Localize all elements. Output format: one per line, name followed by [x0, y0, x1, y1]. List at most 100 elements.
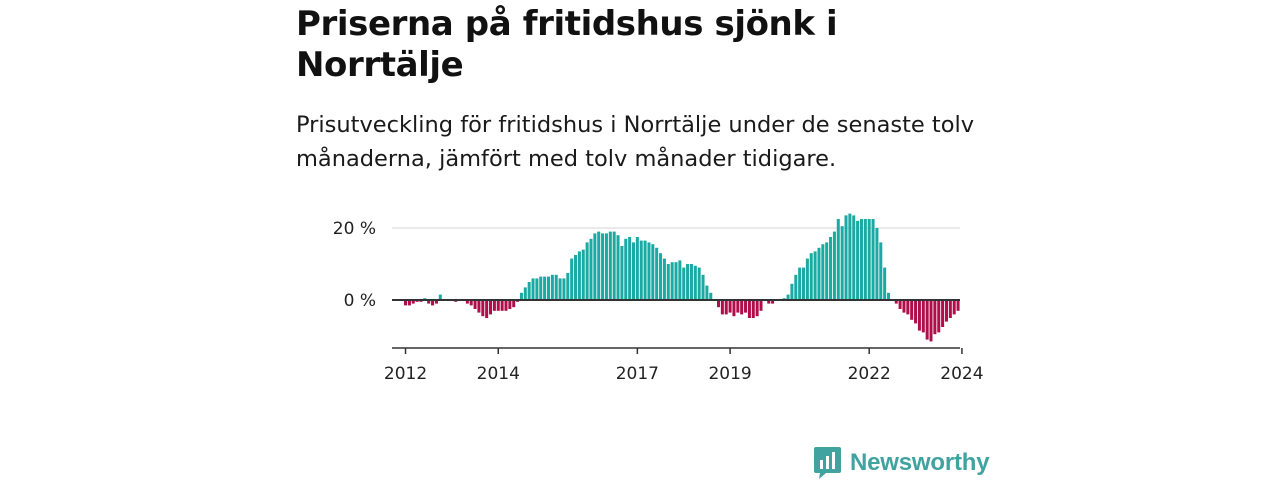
bar [492, 300, 496, 311]
bar [431, 300, 435, 306]
bar [585, 242, 589, 300]
chart-title: Priserna på fritidshus sjönk i Norrtälje [296, 4, 838, 85]
bar [674, 262, 678, 300]
bar [790, 283, 794, 300]
bars-layer [404, 213, 960, 342]
bar [508, 300, 512, 309]
bar [944, 300, 948, 322]
bar [577, 251, 581, 300]
bar [929, 300, 933, 342]
bar [438, 294, 442, 300]
bar [546, 276, 550, 300]
bar [879, 242, 883, 300]
bar [558, 278, 562, 300]
bar [527, 282, 531, 300]
bar [477, 300, 481, 313]
y-tick-label: 20 % [333, 219, 376, 239]
bar [535, 278, 539, 300]
bar [941, 300, 945, 327]
bar [817, 247, 821, 300]
bar [407, 300, 411, 306]
bar [666, 264, 670, 300]
bar [655, 247, 659, 300]
bar [848, 213, 852, 300]
bar [902, 300, 906, 313]
bar [755, 300, 759, 317]
bar [593, 233, 597, 300]
bar [825, 242, 829, 300]
bar [883, 267, 887, 300]
bar [720, 300, 724, 315]
bar [639, 240, 643, 300]
x-tick-label: 2012 [384, 364, 427, 384]
bar [570, 258, 574, 300]
bar [504, 300, 508, 311]
bar [689, 264, 693, 300]
bar [709, 292, 713, 300]
bar [952, 300, 956, 315]
bar [574, 255, 578, 300]
bar [836, 219, 840, 300]
bar [581, 249, 585, 300]
bar [744, 300, 748, 313]
bar [859, 219, 863, 300]
bar [852, 215, 856, 300]
bar [747, 300, 751, 318]
bar [813, 251, 817, 300]
bar [566, 273, 570, 300]
bar [921, 300, 925, 333]
bar [771, 300, 775, 304]
bar [562, 278, 566, 300]
bar [898, 300, 902, 309]
bar [481, 300, 485, 317]
bar [829, 237, 833, 300]
bar [821, 244, 825, 300]
bar [740, 300, 744, 315]
bar [767, 300, 771, 304]
bar [678, 260, 682, 300]
bar [670, 262, 674, 300]
last-value-label: −3 % [959, 0, 1006, 5]
bar [786, 294, 790, 300]
bar [736, 300, 740, 313]
bar [875, 228, 879, 300]
bar [844, 215, 848, 300]
bar [500, 300, 504, 311]
bar [887, 292, 891, 300]
brand-name: Newsworthy [850, 449, 990, 476]
bar [732, 300, 736, 317]
newsworthy-logo[interactable]: Newsworthy [814, 446, 990, 480]
chart-card: Priserna på fritidshus sjönk i Norrtälje… [296, 0, 1008, 480]
chart-subtitle: Prisutveckling för fritidshus i Norrtälj… [296, 112, 975, 172]
bar [802, 267, 806, 300]
bar [543, 276, 547, 300]
bar [863, 219, 867, 300]
bar [798, 267, 802, 300]
bar [925, 300, 929, 340]
bar [759, 300, 763, 311]
bar [612, 231, 616, 300]
bar [635, 237, 639, 300]
bar [867, 219, 871, 300]
bar [485, 300, 489, 318]
bar [956, 300, 960, 311]
bar [512, 300, 516, 308]
bar [717, 300, 721, 308]
bar [906, 300, 910, 315]
bar [682, 267, 686, 300]
bar [871, 219, 875, 300]
bar [554, 274, 558, 300]
bar [620, 246, 624, 300]
bar-chart: 0 % 20 % 2012 2014 2017 2019 2022 2024 −3 % [333, 0, 1008, 384]
bar [643, 240, 647, 300]
bar [933, 300, 937, 335]
bar [697, 267, 701, 300]
bar [794, 274, 798, 300]
bar [469, 300, 473, 306]
bar [404, 300, 408, 306]
x-tick-label: 2014 [477, 364, 520, 384]
bar [523, 287, 527, 300]
bar [539, 276, 543, 300]
bar [608, 231, 612, 300]
bar [604, 233, 608, 300]
